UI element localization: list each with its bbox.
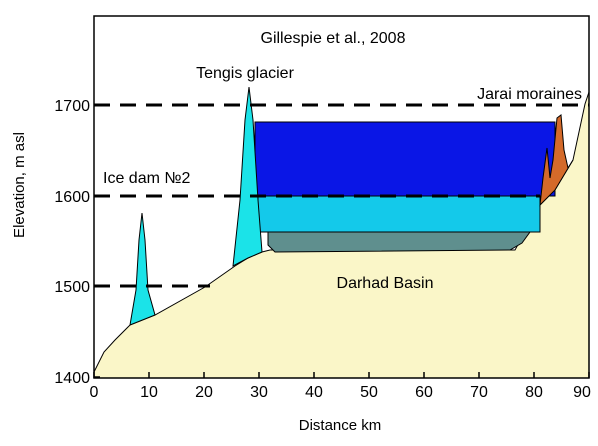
y-axis-title: Elevation, m asl <box>11 132 28 238</box>
upper-lake <box>254 121 556 197</box>
tengis-glacier-label: Tengis glacier <box>196 65 295 82</box>
y-tick-label: 1600 <box>54 189 90 206</box>
ice-dam-2 <box>129 212 156 326</box>
x-tick-label: 30 <box>250 384 268 401</box>
jarai-moraines-label: Jarai moraines <box>477 86 582 103</box>
x-tick-label: 0 <box>90 384 99 401</box>
x-tick-label: 50 <box>360 384 378 401</box>
jarai-moraines <box>539 114 574 207</box>
x-axis-title: Distance km <box>299 417 382 434</box>
x-tick-label: 10 <box>140 384 158 401</box>
y-tick-marks <box>94 104 100 378</box>
darhad-basin-label: Darhad Basin <box>337 275 434 292</box>
y-tick-label: 1500 <box>54 279 90 296</box>
x-tick-label: 60 <box>415 384 433 401</box>
tengis-glacier <box>232 86 263 267</box>
y-tick-label: 1400 <box>54 370 90 387</box>
x-tick-label: 80 <box>525 384 543 401</box>
x-tick-label: 70 <box>470 384 488 401</box>
x-tick-label: 40 <box>305 384 323 401</box>
y-tick-label: 1700 <box>54 98 90 115</box>
middle-lake <box>257 195 541 233</box>
citation-label: Gillespie et al., 2008 <box>261 30 406 47</box>
sediment-layer <box>267 231 531 253</box>
plot-frame <box>93 15 590 379</box>
ice-dam-label: Ice dam №2 <box>103 170 191 187</box>
x-tick-label: 90 <box>573 384 591 401</box>
x-tick-label: 20 <box>195 384 213 401</box>
